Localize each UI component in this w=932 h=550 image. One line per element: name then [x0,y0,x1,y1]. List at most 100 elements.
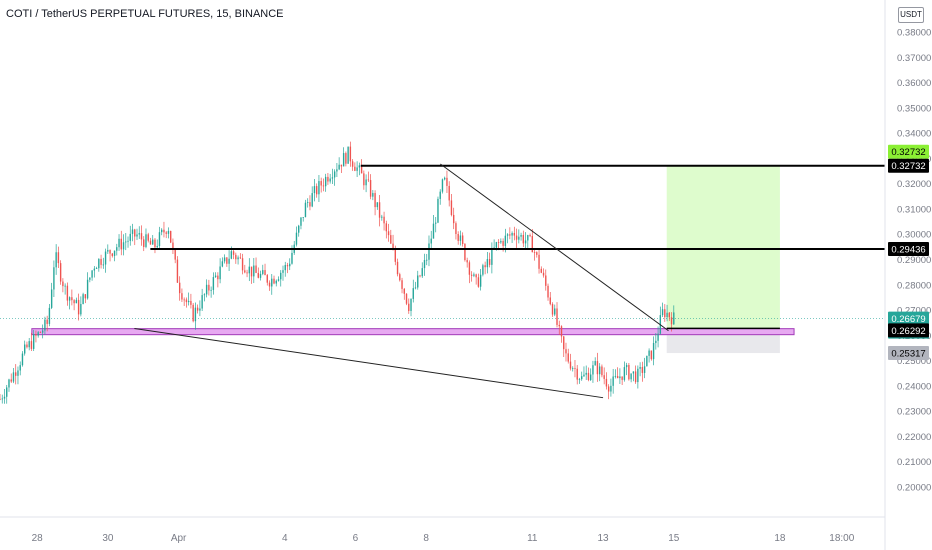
x-tick-label: 6 [353,533,359,544]
candle-body [331,177,334,179]
currency-badge[interactable]: USDT [898,7,924,23]
candle-body [217,275,219,280]
candle-body [116,247,118,251]
candle-body [277,279,280,281]
candle-body [488,259,491,265]
candle-body [30,341,33,349]
candle-body [284,265,286,271]
candle-body [421,268,423,277]
y-tick-label: 0.34000 [897,129,931,140]
candle-body [291,252,293,264]
candle-body [522,234,525,244]
candle-body [266,275,268,283]
candle-body [172,242,174,250]
candle-body [497,242,500,243]
candle-body [102,264,105,266]
candle-body [452,214,455,224]
candle-body [134,229,136,237]
candle-body [199,308,201,311]
y-tick-label: 0.22000 [897,432,931,443]
candle-body [578,379,581,380]
candle-body [347,146,349,164]
candle-body [367,179,370,181]
candle-body [405,293,408,304]
candle-body [214,275,217,278]
candle-body [205,284,208,295]
candle-body [596,361,599,375]
candle-body [394,249,396,262]
candle-body [219,266,221,280]
candle-body [551,304,554,315]
candle-body [68,297,71,301]
candle-body [322,185,325,187]
candle-body [585,372,587,375]
trend-lines [134,163,885,399]
candle-body [165,232,167,234]
candle-body [432,223,435,239]
y-tick-label: 0.30000 [897,230,931,241]
candle-body [504,235,507,246]
candle-body [345,153,347,164]
candle-body [549,297,551,305]
candle-body [470,274,473,276]
candle-body [221,261,224,267]
entry-label: 0.26292 [891,326,925,337]
current-price-label: 0.26679 [891,314,925,325]
stop-label: 0.25317 [891,349,925,360]
candle-body [140,233,143,240]
candle-body [75,299,78,304]
candle-body [161,229,163,233]
candle-body [614,376,617,377]
candle-body [12,372,15,382]
candle-body [491,247,493,265]
candle-body [603,375,605,379]
candle-body [190,300,192,305]
candle-body [430,238,432,244]
candle-body [417,275,419,288]
candle-body [1,398,3,400]
candle-body [203,294,206,296]
candle-body [387,231,390,236]
candle-body [437,198,439,223]
candle-body [511,233,513,236]
candle-body [194,307,197,322]
candle-body [338,164,340,170]
candle-body [587,372,590,380]
candle-body [378,202,381,218]
candle-body [118,238,120,248]
target-label-bg [888,144,929,159]
candle-body [621,376,623,380]
y-tick-label: 0.31000 [897,204,931,215]
candle-body [84,294,87,299]
x-tick-label: 11 [527,533,538,544]
candle-body [253,265,255,277]
candle-body [414,287,417,289]
candle-body [127,240,129,242]
candle-body [358,165,361,168]
candle-body [187,300,190,303]
candle-body [259,273,262,278]
candle-body [670,317,673,325]
candle-body [241,258,244,271]
candle-body [594,361,596,366]
candle-body [495,242,498,248]
candle-body [237,257,239,260]
candle-body [104,251,107,265]
candle-body [625,364,628,368]
candle-body [143,239,145,247]
candle-body [333,171,336,178]
candle-body [372,193,374,197]
candle-body [369,180,372,197]
candle-body [630,373,632,380]
x-tick-label: 18 [774,533,786,544]
candle-body [650,350,653,360]
candle-body [152,239,154,245]
candle-body [464,243,466,261]
candle-body [250,266,253,277]
candle-body [513,233,516,236]
candle-body [439,191,441,199]
candle-body [100,258,102,265]
candle-body [6,387,8,397]
candle-body [149,240,152,245]
